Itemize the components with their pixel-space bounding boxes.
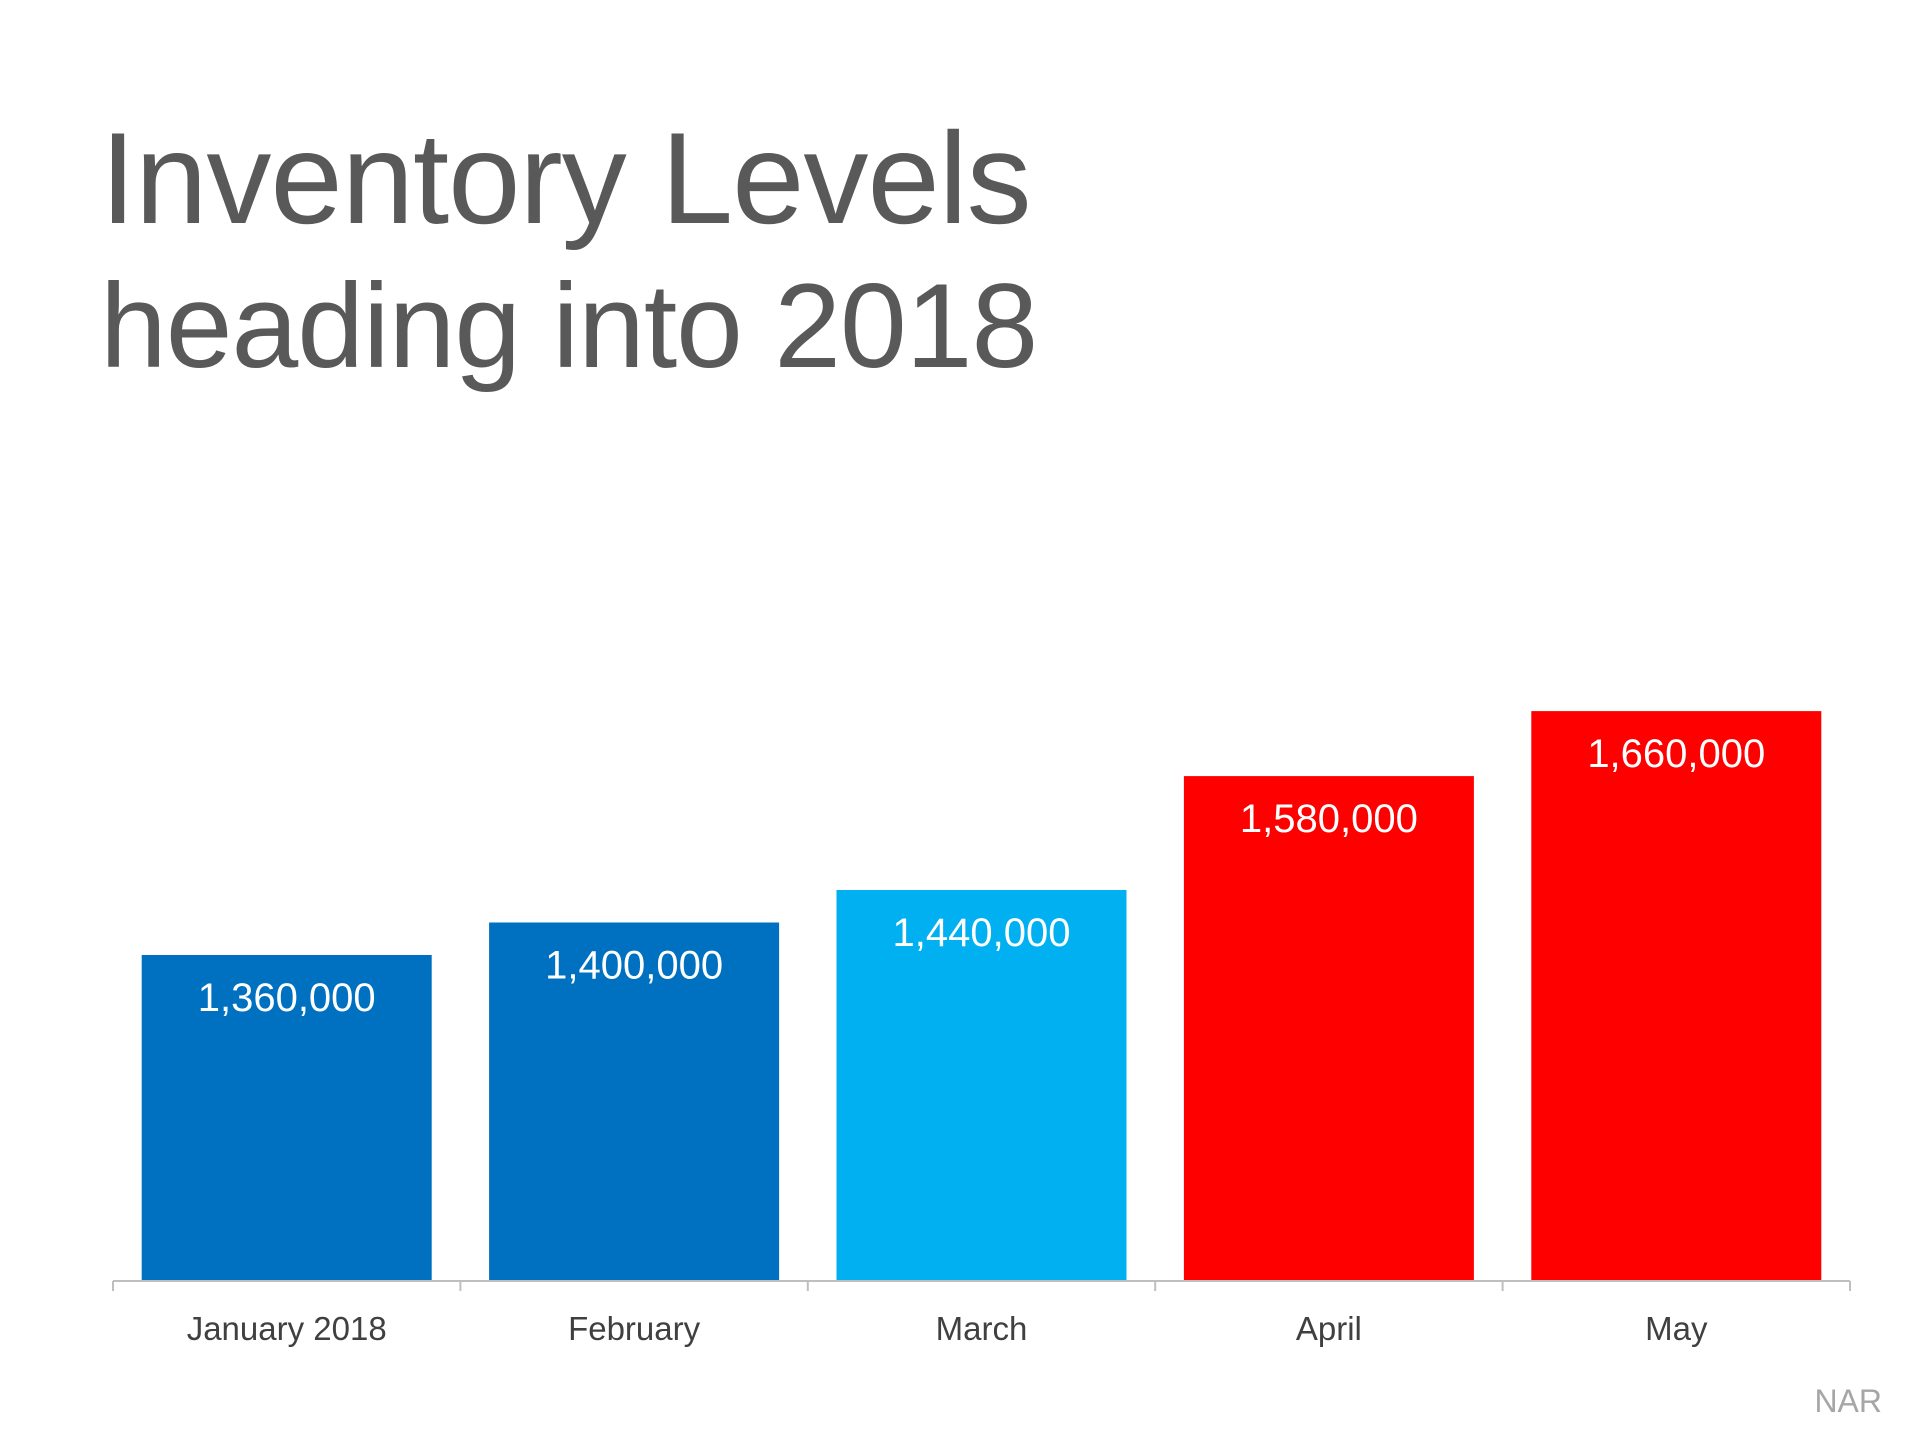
chart-subtitle: heading into 2018: [100, 259, 1038, 393]
chart-title-main: Inventory Levels: [100, 105, 1032, 251]
chart-title: Inventory Levels heading into 2018: [100, 100, 1038, 398]
data-label: 1,360,000: [198, 976, 376, 1020]
source-label: NAR: [1814, 1383, 1882, 1419]
bar-may: [1531, 711, 1822, 1281]
data-label: 1,660,000: [1587, 732, 1765, 776]
x-tick-label: May: [1645, 1310, 1708, 1347]
data-label: 1,400,000: [545, 944, 723, 988]
bar-february: [489, 922, 780, 1281]
bar-march: [836, 890, 1127, 1281]
x-tick-label: February: [568, 1310, 701, 1347]
x-tick-label: April: [1296, 1310, 1362, 1347]
bar-april: [1183, 776, 1474, 1281]
x-tick-label: March: [936, 1310, 1028, 1347]
data-label: 1,580,000: [1240, 797, 1418, 841]
bar-january-2018: [141, 955, 432, 1281]
x-tick-label: January 2018: [187, 1310, 387, 1347]
data-label: 1,440,000: [893, 911, 1071, 955]
